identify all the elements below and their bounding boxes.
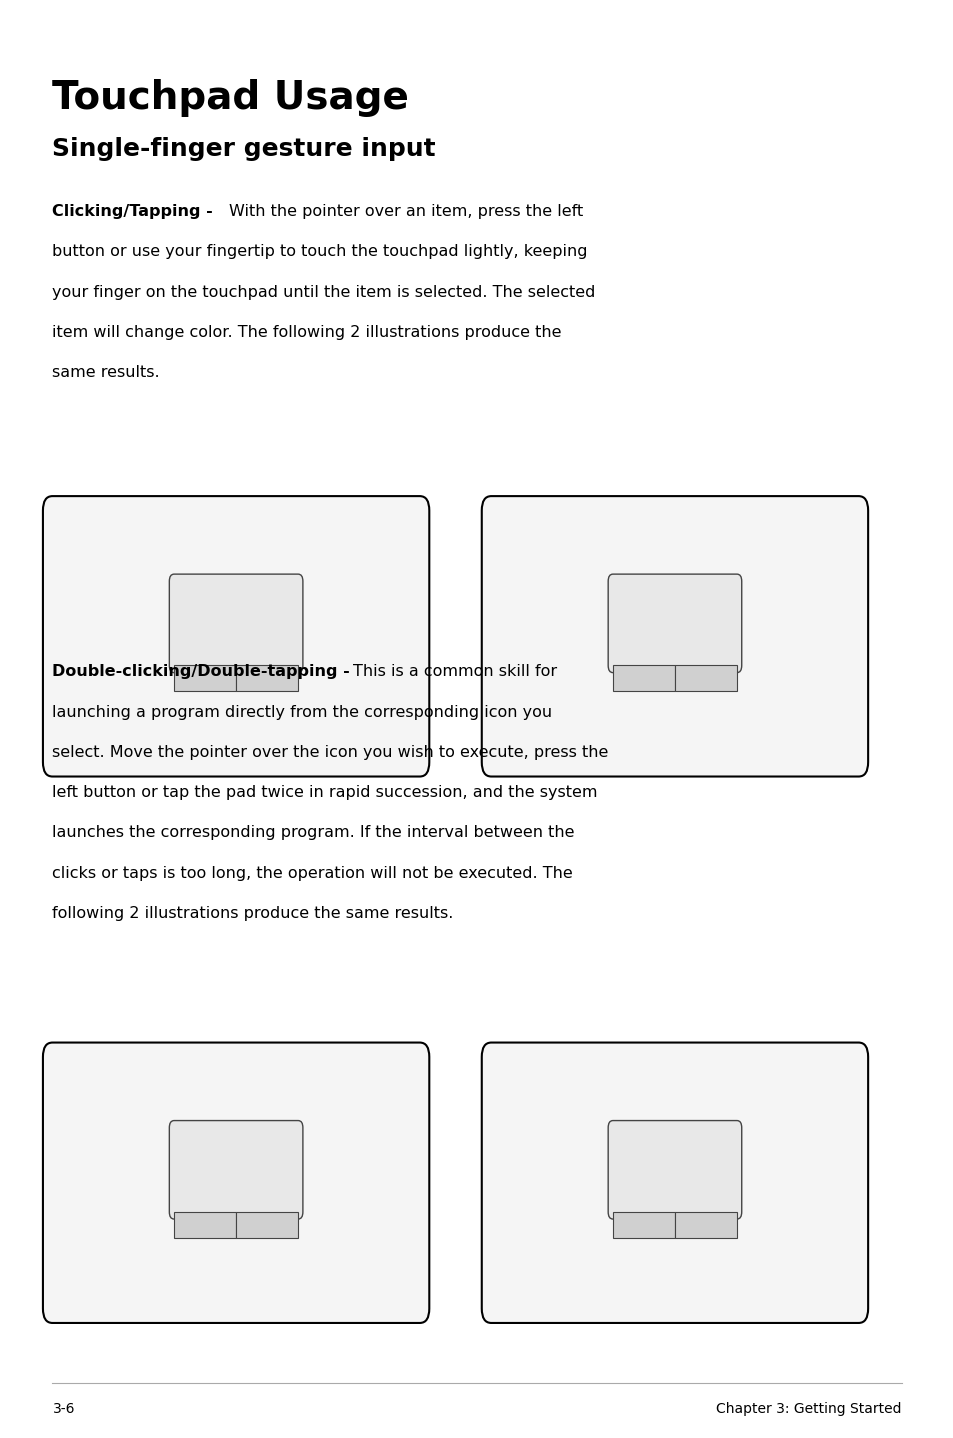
FancyBboxPatch shape bbox=[481, 1043, 867, 1323]
FancyBboxPatch shape bbox=[170, 574, 303, 673]
Bar bbox=[613, 1212, 675, 1238]
Text: 3-6: 3-6 bbox=[52, 1402, 75, 1416]
Text: Double-clicking/Double-tapping -: Double-clicking/Double-tapping - bbox=[52, 664, 355, 679]
Bar bbox=[173, 1212, 235, 1238]
FancyBboxPatch shape bbox=[170, 1120, 303, 1219]
Text: This is a common skill for: This is a common skill for bbox=[353, 664, 557, 679]
Text: launches the corresponding program. If the interval between the: launches the corresponding program. If t… bbox=[52, 825, 575, 840]
Bar bbox=[173, 666, 235, 692]
Bar bbox=[674, 666, 736, 692]
Text: Chapter 3: Getting Started: Chapter 3: Getting Started bbox=[716, 1402, 901, 1416]
Text: item will change color. The following 2 illustrations produce the: item will change color. The following 2 … bbox=[52, 325, 561, 339]
Text: left button or tap the pad twice in rapid succession, and the system: left button or tap the pad twice in rapi… bbox=[52, 785, 598, 800]
FancyBboxPatch shape bbox=[608, 1120, 741, 1219]
Text: Clicking/Tapping -: Clicking/Tapping - bbox=[52, 204, 218, 219]
Text: following 2 illustrations produce the same results.: following 2 illustrations produce the sa… bbox=[52, 906, 454, 920]
Bar bbox=[674, 1212, 736, 1238]
Text: Single-finger gesture input: Single-finger gesture input bbox=[52, 137, 436, 161]
FancyBboxPatch shape bbox=[43, 1043, 429, 1323]
FancyBboxPatch shape bbox=[608, 574, 741, 673]
Text: button or use your fingertip to touch the touchpad lightly, keeping: button or use your fingertip to touch th… bbox=[52, 244, 587, 259]
FancyBboxPatch shape bbox=[481, 496, 867, 777]
Bar bbox=[236, 1212, 297, 1238]
Bar bbox=[613, 666, 675, 692]
Text: Touchpad Usage: Touchpad Usage bbox=[52, 79, 409, 116]
FancyBboxPatch shape bbox=[43, 496, 429, 777]
Text: select. Move the pointer over the icon you wish to execute, press the: select. Move the pointer over the icon y… bbox=[52, 745, 608, 759]
Bar bbox=[236, 666, 297, 692]
Text: With the pointer over an item, press the left: With the pointer over an item, press the… bbox=[229, 204, 582, 219]
Text: same results.: same results. bbox=[52, 365, 160, 380]
Text: launching a program directly from the corresponding icon you: launching a program directly from the co… bbox=[52, 705, 552, 719]
Text: your finger on the touchpad until the item is selected. The selected: your finger on the touchpad until the it… bbox=[52, 285, 596, 299]
Text: clicks or taps is too long, the operation will not be executed. The: clicks or taps is too long, the operatio… bbox=[52, 866, 573, 880]
